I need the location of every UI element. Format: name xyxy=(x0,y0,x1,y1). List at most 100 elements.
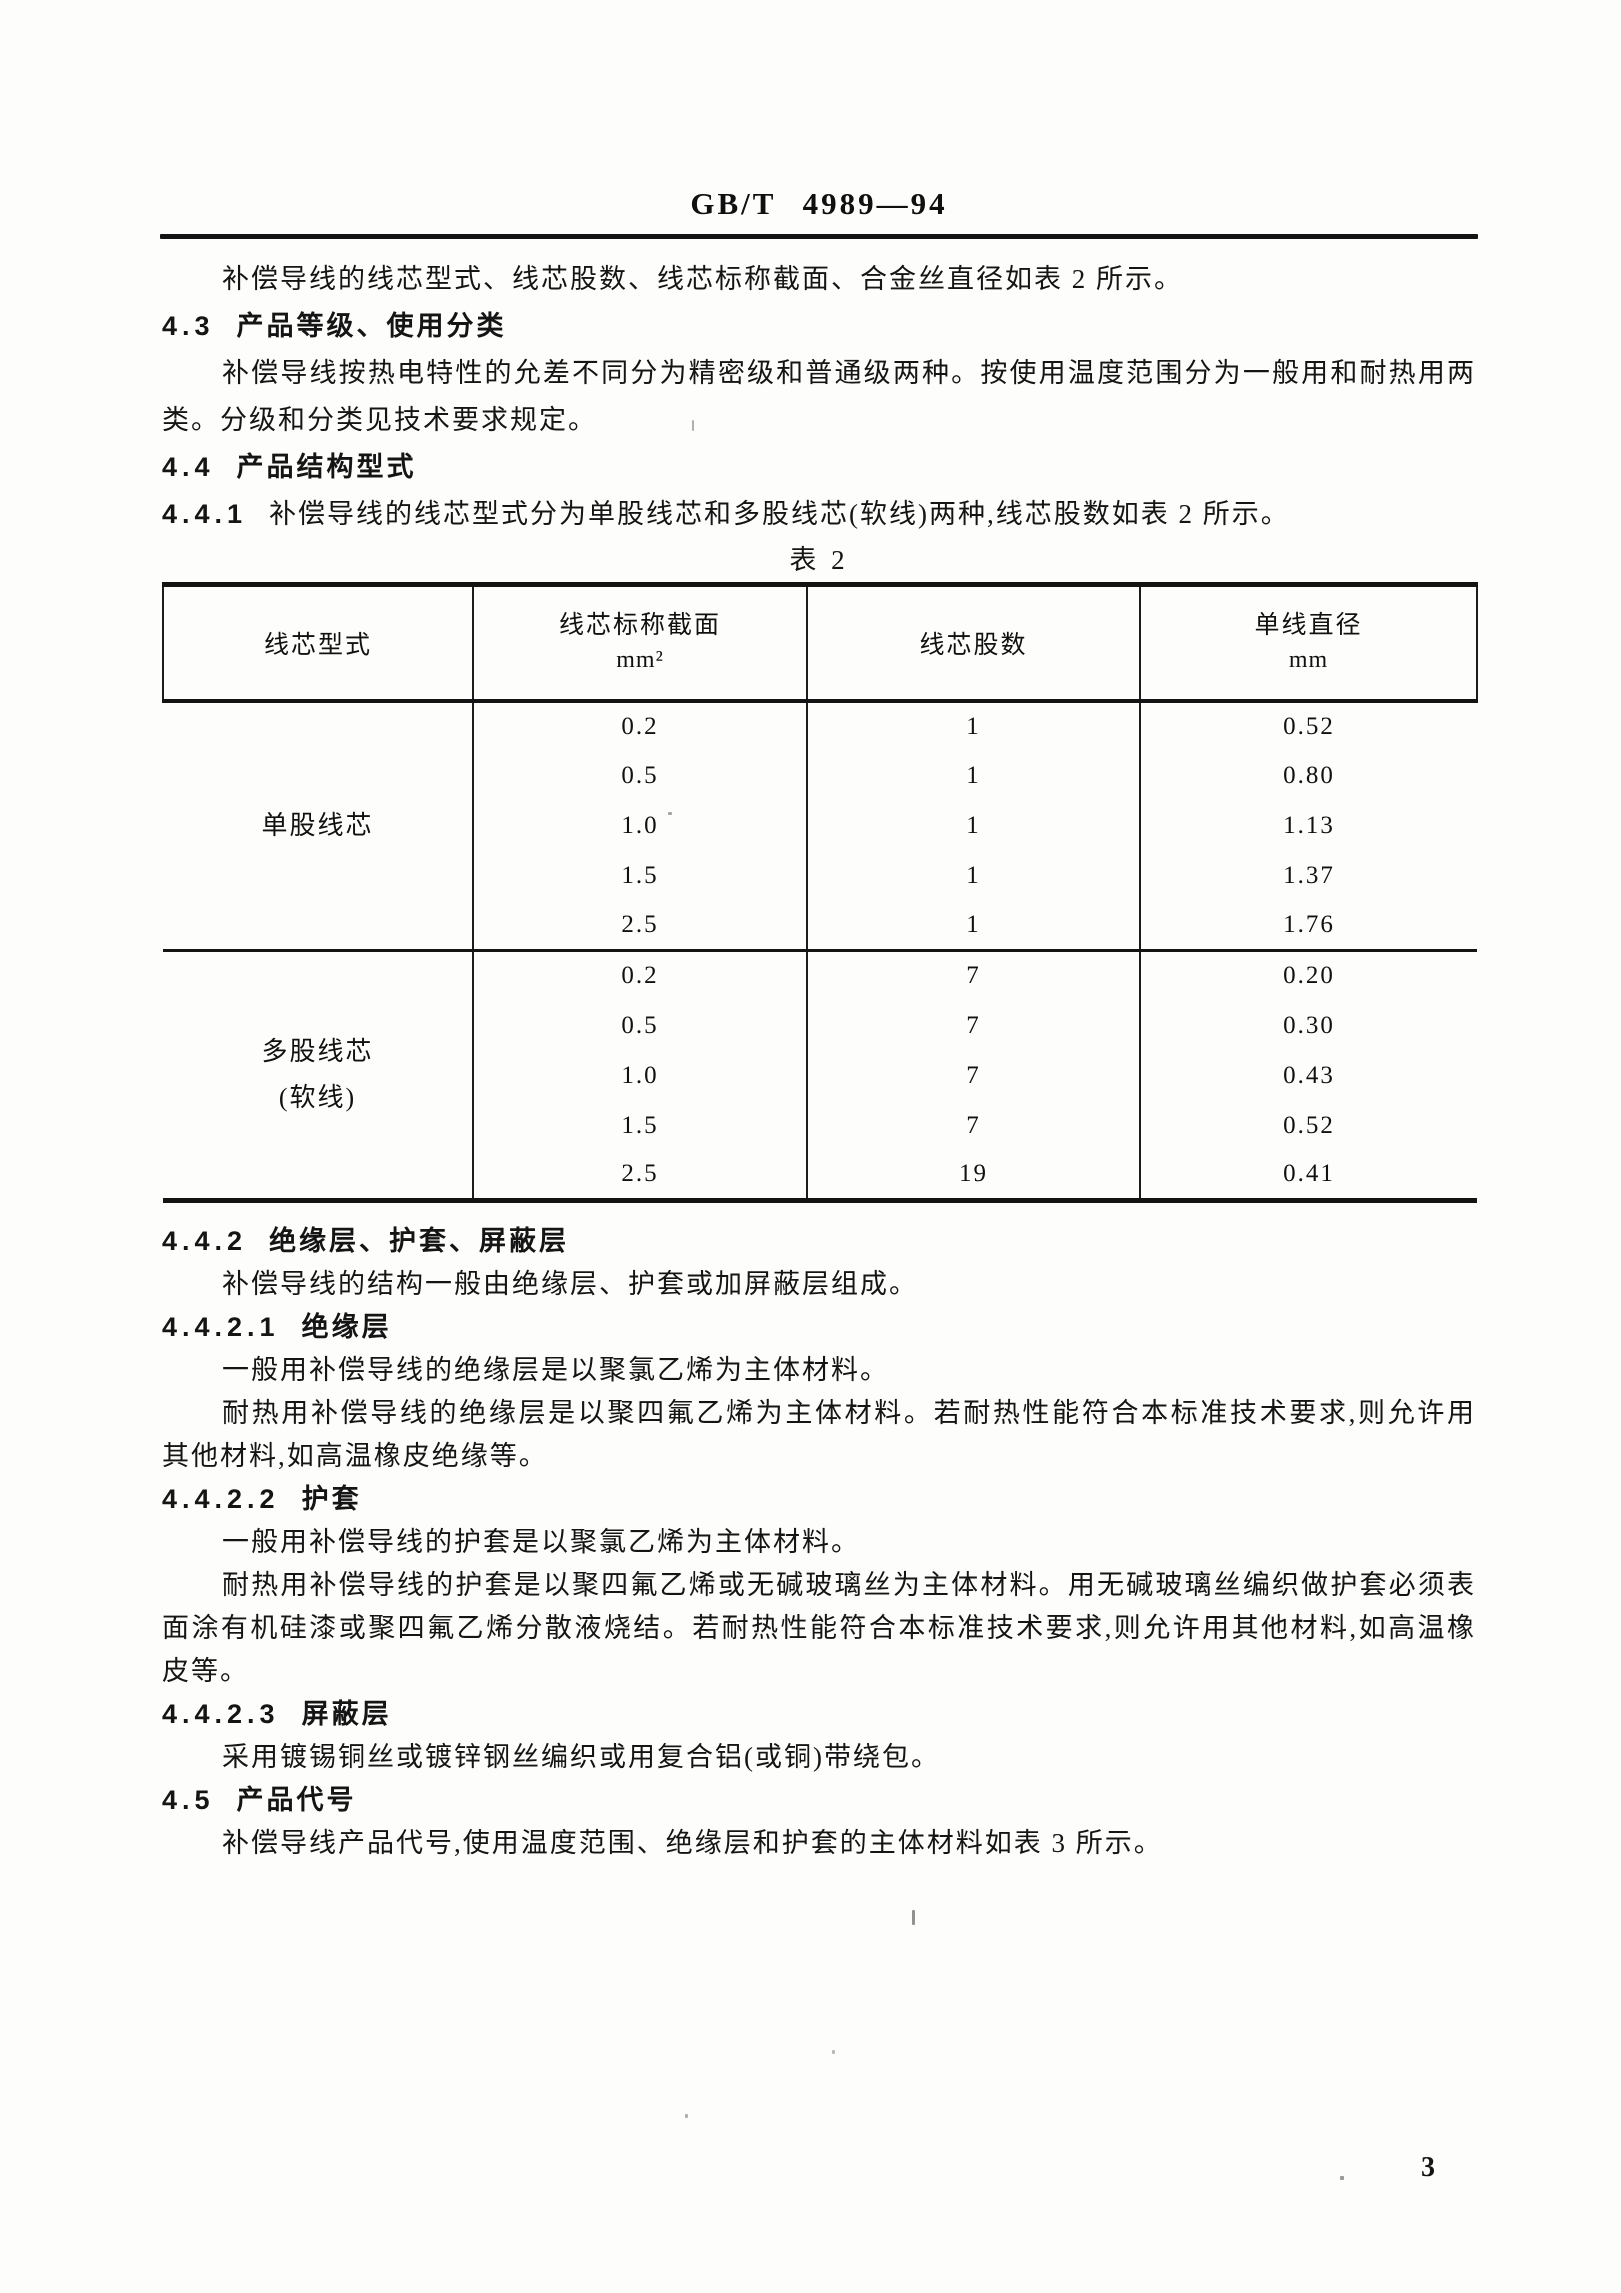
section-cell: 0.2 xyxy=(472,949,807,1001)
paragraph-intro: 补偿导线的线芯型式、线芯股数、线芯标称截面、合金丝直径如表 2 所示。 xyxy=(222,264,1183,294)
section-cell: 1.5 xyxy=(472,850,807,901)
diameter-cell: 1.13 xyxy=(1139,800,1477,851)
strands-cell: 7 xyxy=(806,1000,1140,1051)
standard-number-header: GB/T 4989—94 xyxy=(690,186,948,221)
scan-speck xyxy=(668,812,672,815)
section-number: 4.4 xyxy=(162,452,215,482)
group-single-core: 单股线芯 0.2 1 0.52 0.5 1 0.80 1.0 1 1.13 xyxy=(163,700,1477,951)
header-wire-diameter: 单线直径 mm xyxy=(1139,584,1478,703)
paragraph-4-4-2-2-a: 一般用补偿导线的护套是以聚氯乙烯为主体材料。 xyxy=(222,1527,860,1557)
table-row: 1.5 1 1.37 xyxy=(163,850,1477,901)
section-title: 产品等级、使用分类 xyxy=(236,311,507,341)
table-row: 1.5 7 0.52 xyxy=(163,1100,1477,1151)
section-heading-4-4-2-2: 4.4.2.2 护套 xyxy=(162,1478,1476,1521)
diameter-cell: 0.80 xyxy=(1139,750,1477,801)
section-heading-4-4-2-1: 4.4.2.1 绝缘层 xyxy=(162,1306,1476,1349)
section-heading-4-4-2-3: 4.4.2.3 屏蔽层 xyxy=(162,1693,1476,1736)
header-nominal-section-label: 线芯标称截面 xyxy=(558,611,721,639)
section-number: 4.4.2 xyxy=(162,1226,248,1256)
table-2-caption: 表 2 xyxy=(789,545,849,575)
core-type-label: 单股线芯 xyxy=(261,810,374,840)
section-heading-4-4-2: 4.4.2 绝缘层、护套、屏蔽层 xyxy=(162,1220,1476,1263)
strands-cell: 19 xyxy=(806,1150,1140,1201)
group-multi-core: 多股线芯 (软线) 0.2 7 0.20 0.5 7 0.30 1.0 7 0.… xyxy=(163,949,1477,1201)
section-cell: 1.0 xyxy=(472,800,807,851)
core-type-label-2: (软线) xyxy=(278,1083,357,1112)
lower-text-block: 4.4.2 绝缘层、护套、屏蔽层 补偿导线的结构一般由绝缘层、护套或加屏蔽层组成。… xyxy=(162,1220,1476,1865)
diameter-cell: 0.41 xyxy=(1139,1150,1477,1201)
section-title: 绝缘层 xyxy=(301,1312,392,1342)
paragraph-4-4-1: 4.4.1 补偿导线的线芯型式分为单股线芯和多股线芯(软线)两种,线芯股数如表 2… xyxy=(162,491,1476,538)
paragraph-4-5-a: 补偿导线产品代号,使用温度范围、绝缘层和护套的主体材料如表 3 所示。 xyxy=(222,1828,1163,1858)
table-row: 1.0 7 0.43 xyxy=(163,1050,1477,1101)
section-title: 产品代号 xyxy=(236,1785,357,1815)
scan-speck xyxy=(692,420,694,431)
section-heading-4-5: 4.5 产品代号 xyxy=(162,1779,1476,1822)
table-2-header: 线芯型式 线芯标称截面 mm² 线芯股数 单线直径 mm xyxy=(162,584,1478,703)
scan-speck xyxy=(832,2050,835,2054)
section-number: 4.4.2.2 xyxy=(162,1484,280,1514)
table-row: 1.0 1 1.13 xyxy=(163,800,1477,851)
paragraph-4-4-2-3-a: 采用镀锡铜丝或镀锌钢丝编织或用复合铝(或铜)带绕包。 xyxy=(222,1742,940,1772)
core-type-cell: 多股线芯 (软线) xyxy=(163,949,473,1201)
table-row: 2.5 19 0.41 xyxy=(163,1150,1477,1201)
header-wire-diameter-unit: mm xyxy=(1288,646,1329,673)
section-title: 屏蔽层 xyxy=(301,1699,392,1729)
section-cell: 0.5 xyxy=(472,1000,807,1051)
upper-text-block: 补偿导线的线芯型式、线芯股数、线芯标称截面、合金丝直径如表 2 所示。 4.3 产… xyxy=(162,256,1476,538)
diameter-cell: 0.52 xyxy=(1139,1100,1477,1151)
core-type-label: 多股线芯 xyxy=(261,1037,374,1066)
diameter-cell: 0.30 xyxy=(1139,1000,1477,1051)
section-heading-4-4: 4.4 产品结构型式 xyxy=(162,444,1476,491)
header-nominal-section-unit: mm² xyxy=(616,646,664,673)
diameter-cell: 1.37 xyxy=(1139,850,1477,901)
table-row: 单股线芯 0.2 1 0.52 xyxy=(163,700,1477,840)
clause-text: 补偿导线的线芯型式分为单股线芯和多股线芯(软线)两种,线芯股数如表 2 所示。 xyxy=(269,499,1290,529)
paragraph-4-4-2-2-b: 耐热用补偿导线的护套是以聚四氟乙烯或无碱玻璃丝为主体材料。用无碱玻璃丝编织做护套… xyxy=(162,1570,1476,1686)
header-rule xyxy=(160,234,1478,239)
header-nominal-section: 线芯标称截面 mm² xyxy=(472,584,807,703)
table-row: 多股线芯 (软线) 0.2 7 0.20 xyxy=(163,949,1477,1201)
table-row: 0.5 1 0.80 xyxy=(163,750,1477,801)
paragraph-4-3: 补偿导线按热电特性的允差不同分为精密级和普通级两种。按使用温度范围分为一般用和耐… xyxy=(162,358,1476,435)
strands-cell: 7 xyxy=(806,1100,1140,1151)
section-title: 绝缘层、护套、屏蔽层 xyxy=(269,1226,570,1256)
section-cell: 2.5 xyxy=(472,1150,807,1201)
strands-cell: 1 xyxy=(806,800,1140,851)
strands-cell: 1 xyxy=(806,700,1140,751)
strands-cell: 1 xyxy=(806,750,1140,801)
section-number: 4.4.2.3 xyxy=(162,1699,280,1729)
section-cell: 2.5 xyxy=(472,900,807,951)
section-heading-4-3: 4.3 产品等级、使用分类 xyxy=(162,303,1476,350)
diameter-cell: 0.52 xyxy=(1139,700,1477,751)
table-2-container: 线芯型式 线芯标称截面 mm² 线芯股数 单线直径 mm 单股线芯 xyxy=(162,582,1478,1203)
scan-speck xyxy=(1340,2176,1344,2180)
paragraph-4-4-2-1-a: 一般用补偿导线的绝缘层是以聚氯乙烯为主体材料。 xyxy=(222,1355,889,1385)
page-number: 3 xyxy=(1421,2152,1435,2183)
header-wire-diameter-label: 单线直径 xyxy=(1254,611,1363,639)
table-2: 线芯型式 线芯标称截面 mm² 线芯股数 单线直径 mm 单股线芯 xyxy=(162,582,1478,1203)
section-number: 4.3 xyxy=(162,311,215,341)
section-cell: 1.0 xyxy=(472,1050,807,1101)
paragraph-4-4-2-1-b: 耐热用补偿导线的绝缘层是以聚四氟乙烯为主体材料。若耐热性能符合本标准技术要求,则… xyxy=(162,1398,1476,1471)
strands-cell: 1 xyxy=(806,850,1140,901)
strands-cell: 1 xyxy=(806,900,1140,951)
diameter-cell: 0.20 xyxy=(1139,949,1477,1001)
header-core-type: 线芯型式 xyxy=(162,584,473,703)
diameter-cell: 0.43 xyxy=(1139,1050,1477,1101)
table-row: 0.5 7 0.30 xyxy=(163,1000,1477,1051)
section-number: 4.5 xyxy=(162,1785,215,1815)
diameter-cell: 1.76 xyxy=(1139,900,1477,951)
section-number: 4.4.1 xyxy=(162,499,248,529)
paragraph-4-4-2: 补偿导线的结构一般由绝缘层、护套或加屏蔽层组成。 xyxy=(222,1269,918,1299)
scan-speck xyxy=(685,2114,688,2118)
table-row: 2.5 1 1.76 xyxy=(163,900,1477,951)
scan-speck xyxy=(912,1910,915,1925)
table-header-row: 线芯型式 线芯标称截面 mm² 线芯股数 单线直径 mm xyxy=(162,584,1478,703)
section-title: 护套 xyxy=(301,1484,362,1514)
strands-cell: 7 xyxy=(806,949,1140,1001)
core-type-cell: 单股线芯 xyxy=(163,701,473,951)
header-strand-count: 线芯股数 xyxy=(806,584,1140,703)
section-cell: 0.2 xyxy=(472,700,807,751)
